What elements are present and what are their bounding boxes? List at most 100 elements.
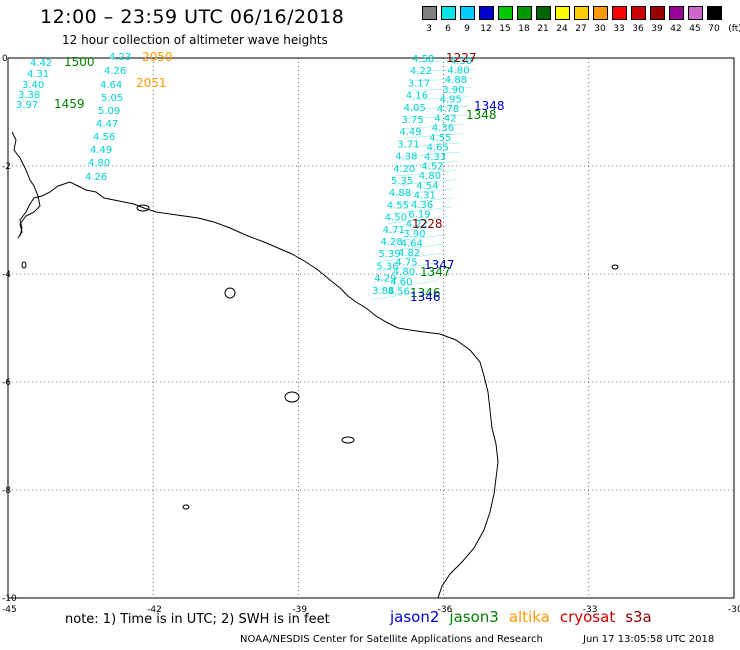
- pass-time-label: 1228: [412, 217, 443, 231]
- legend-swatch: [631, 6, 646, 20]
- wave-height-label: 3.71: [397, 139, 419, 150]
- legend-label: 27: [575, 24, 587, 34]
- wave-height-label: 5.35: [391, 176, 413, 187]
- wave-height-label: 4.58: [412, 54, 434, 65]
- island-outline: [341, 436, 355, 444]
- legend-label: 45: [689, 24, 701, 34]
- legend-label: 39: [651, 24, 663, 34]
- wave-height-label: 4.28: [381, 237, 403, 248]
- legend-swatch: [441, 6, 456, 20]
- track-line: [396, 170, 457, 177]
- legend-label: 36: [632, 24, 644, 34]
- wave-height-label: 5.39: [378, 249, 400, 260]
- pass-time-label: 2050: [142, 50, 173, 64]
- track-line: [401, 142, 462, 148]
- wave-height-label: 4.88: [445, 75, 467, 86]
- wave-height-label: 4.26: [85, 172, 107, 183]
- wave-height-label: 3.17: [408, 78, 430, 89]
- footer-note: note: 1) Time is in UTC; 2) SWH is in fe…: [65, 612, 330, 627]
- wave-height-label: 5.36: [376, 261, 398, 272]
- track-line: [372, 289, 437, 300]
- latitude-tick-label: -6: [2, 378, 11, 388]
- wave-height-label: 3.90: [403, 229, 425, 240]
- wave-height-label: 4.64: [100, 80, 122, 91]
- wave-height-label: 4.80: [88, 158, 110, 169]
- track-line: [414, 78, 473, 82]
- legend-unit: (ft): [728, 24, 740, 34]
- track-line: [389, 206, 451, 215]
- legend-swatch: [593, 6, 608, 20]
- track-line: [417, 59, 477, 63]
- legend-swatch: [517, 6, 532, 20]
- legend-swatch: [574, 6, 589, 20]
- pass-time-label: 1459: [54, 97, 85, 111]
- wave-height-label: 4.36: [411, 200, 433, 211]
- coastline-northwest: [11, 131, 41, 239]
- longitude-tick-label: -42: [147, 605, 162, 615]
- pass-time-label: 1347: [424, 258, 455, 272]
- track-line: [385, 225, 448, 234]
- latitude-tick-label: -10: [2, 594, 17, 604]
- wave-height-label: 4.82: [398, 248, 420, 259]
- legend-label: 9: [464, 24, 470, 34]
- satellite-key-cryosat: cryosat: [559, 608, 616, 626]
- wave-height-label: 4.54: [416, 181, 438, 192]
- track-line: [383, 234, 446, 243]
- satellite-key-jason3: jason3: [449, 608, 499, 626]
- wave-height-label: 4.75: [395, 258, 417, 269]
- wave-height-label: 4.42: [30, 58, 52, 69]
- wave-height-label: 3.88: [372, 286, 394, 297]
- track-line: [387, 216, 449, 224]
- legend-label: 6: [445, 24, 451, 34]
- longitude-tick-label: -36: [438, 605, 453, 615]
- legend-label: 33: [613, 24, 625, 34]
- wave-height-label: 4.55: [429, 133, 451, 144]
- track-line: [390, 197, 453, 205]
- legend-swatch: [422, 6, 437, 20]
- legend-swatch: [650, 6, 665, 20]
- wave-height-label: 4.22: [406, 219, 428, 230]
- legend-label: 12: [480, 24, 492, 34]
- wave-height-label: 3.40: [22, 80, 44, 91]
- wave-height-label: 4.47: [96, 119, 118, 130]
- track-line: [412, 87, 472, 91]
- satellite-key-altika: altika: [508, 608, 550, 626]
- wave-height-label: 4.23: [109, 52, 131, 63]
- wave-height-label: 4.26: [104, 66, 126, 77]
- island-outline: [224, 287, 236, 299]
- wave-height-label: 3.38: [18, 90, 40, 101]
- wave-height-label: 4.60: [390, 277, 412, 288]
- wave-height-label: 4.80: [447, 66, 469, 77]
- track-line: [399, 151, 461, 158]
- map-title: 12:00 – 23:59 UTC 06/16/2018: [40, 6, 345, 28]
- legend-label: 70: [708, 24, 720, 34]
- legend-label: 18: [518, 24, 530, 34]
- wave-height-label: 4.95: [440, 94, 462, 105]
- longitude-tick-label: -39: [292, 605, 307, 615]
- legend-label: 21: [537, 24, 549, 34]
- legend-label: 30: [594, 24, 606, 34]
- wave-height-label: 4.64: [401, 238, 423, 249]
- wave-height-label: 4.36: [432, 123, 454, 134]
- legend-swatch: [460, 6, 475, 20]
- wave-height-label: 4.22: [410, 66, 432, 77]
- latitude-tick-label: -8: [2, 486, 11, 496]
- legend-swatch: [555, 6, 570, 20]
- wave-height-label: 4.31: [414, 190, 436, 201]
- legend-label: 15: [499, 24, 511, 34]
- wave-height-label: 4.55: [387, 200, 409, 211]
- wave-height-label: 4.78: [437, 104, 459, 115]
- wave-height-label: 4.49: [90, 145, 112, 156]
- wave-height-label: 4.71: [383, 225, 405, 236]
- wave-height-label: 3.97: [16, 100, 38, 111]
- wave-height-label: 4.80: [393, 267, 415, 278]
- wave-height-label: 4.05: [404, 103, 426, 114]
- island-outline: [611, 264, 619, 270]
- track-line: [392, 188, 454, 196]
- island-outline: [284, 391, 300, 403]
- pass-time-label: 1346: [410, 290, 441, 304]
- pass-time-label: 1500: [64, 55, 95, 69]
- legend-swatch: [612, 6, 627, 20]
- wave-height-label: 3.75: [402, 115, 424, 126]
